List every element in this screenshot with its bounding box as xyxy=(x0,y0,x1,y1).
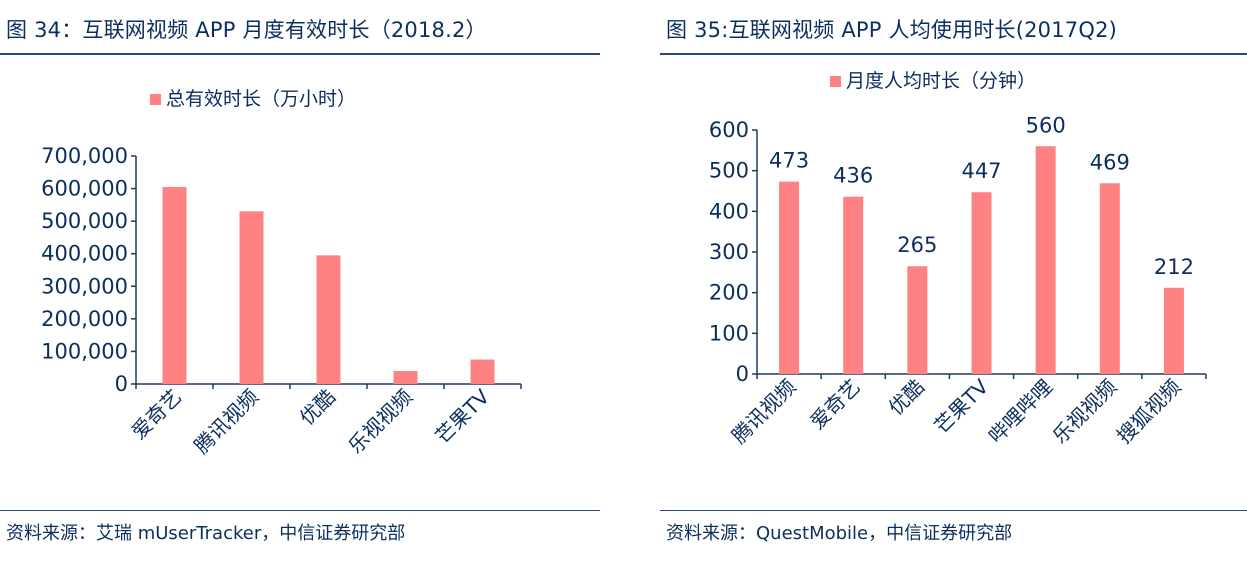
x-category-label: 优酷 xyxy=(295,385,340,430)
x-category-label: 爱奇艺 xyxy=(805,375,864,434)
bar xyxy=(843,196,864,374)
bar xyxy=(971,192,992,374)
data-label: 469 xyxy=(1090,150,1130,174)
figure-35-panel: 图 35:互联网视频 APP 人均使用时长(2017Q2) 月度人均时长（分钟）… xyxy=(660,0,1247,564)
title-divider xyxy=(660,53,1247,55)
bar xyxy=(162,186,187,384)
bar xyxy=(239,211,264,384)
figure-35-title: 图 35:互联网视频 APP 人均使用时长(2017Q2) xyxy=(666,18,1118,42)
source-divider xyxy=(0,510,600,511)
figure-34-source: 资料来源：艾瑞 mUserTracker，中信证券研究部 xyxy=(6,523,406,544)
x-category-label: 搜狐视频 xyxy=(1112,375,1186,449)
title-divider xyxy=(0,53,600,55)
x-category-label: 爱奇艺 xyxy=(127,385,186,444)
data-label: 560 xyxy=(1026,113,1066,137)
legend-label: 月度人均时长（分钟） xyxy=(846,70,1036,92)
x-category-label: 哔哩哔哩 xyxy=(984,375,1058,449)
data-label: 447 xyxy=(961,159,1001,183)
bar xyxy=(393,370,418,384)
x-category-label: 芒果TV xyxy=(430,384,494,448)
monthly-effective-duration-chart: 总有效时长（万小时） 0 100,000 200,000 300,000 400,000 5… xyxy=(41,88,522,459)
y-tick-label: 200 xyxy=(709,281,749,305)
bar xyxy=(907,266,928,374)
figure-34-panel: 图 34：互联网视频 APP 月度有效时长（2018.2） 总有效时长（万小时）… xyxy=(0,0,600,564)
y-tick-label: 400,000 xyxy=(41,242,128,266)
data-label: 265 xyxy=(897,233,937,257)
y-tick-label: 300 xyxy=(709,240,749,264)
bar xyxy=(470,359,495,384)
data-label: 212 xyxy=(1154,255,1194,279)
x-category-label: 芒果TV xyxy=(929,374,993,438)
figure-34-title: 图 34：互联网视频 APP 月度有效时长（2018.2） xyxy=(6,18,487,42)
bar xyxy=(316,255,341,384)
legend-label: 总有效时长（万小时） xyxy=(166,88,356,110)
y-tick-label: 700,000 xyxy=(41,144,128,168)
y-tick-label: 500 xyxy=(709,159,749,183)
y-tick-label: 200,000 xyxy=(41,307,128,331)
data-label: 436 xyxy=(833,164,873,188)
y-tick-label: 300,000 xyxy=(41,274,128,298)
bar xyxy=(779,181,800,374)
y-tick-label: 100,000 xyxy=(41,339,128,363)
y-tick-label: 600,000 xyxy=(41,177,128,201)
per-capita-usage-duration-chart: 月度人均时长（分钟）0100200300400500600473腾讯视频436爱… xyxy=(709,70,1207,449)
bar xyxy=(1163,287,1184,374)
legend-swatch xyxy=(150,94,161,105)
y-tick-label: 100 xyxy=(709,321,749,345)
y-tick-label: 600 xyxy=(709,118,749,142)
x-category-label: 乐视视频 xyxy=(343,385,417,459)
legend-swatch xyxy=(830,76,841,87)
figure-35-source: 资料来源：QuestMobile，中信证券研究部 xyxy=(666,523,1013,544)
source-divider xyxy=(660,510,1247,511)
x-category-label: 乐视视频 xyxy=(1048,375,1122,449)
y-tick-label: 0 xyxy=(115,372,128,396)
bar xyxy=(1099,183,1120,374)
y-tick-label: 500,000 xyxy=(41,209,128,233)
y-tick-label: 400 xyxy=(709,199,749,223)
x-category-label: 优酷 xyxy=(884,375,929,420)
data-label: 473 xyxy=(769,149,809,173)
bar xyxy=(1035,146,1056,374)
y-tick-label: 0 xyxy=(736,362,749,386)
x-category-label: 腾讯视频 xyxy=(189,385,263,459)
